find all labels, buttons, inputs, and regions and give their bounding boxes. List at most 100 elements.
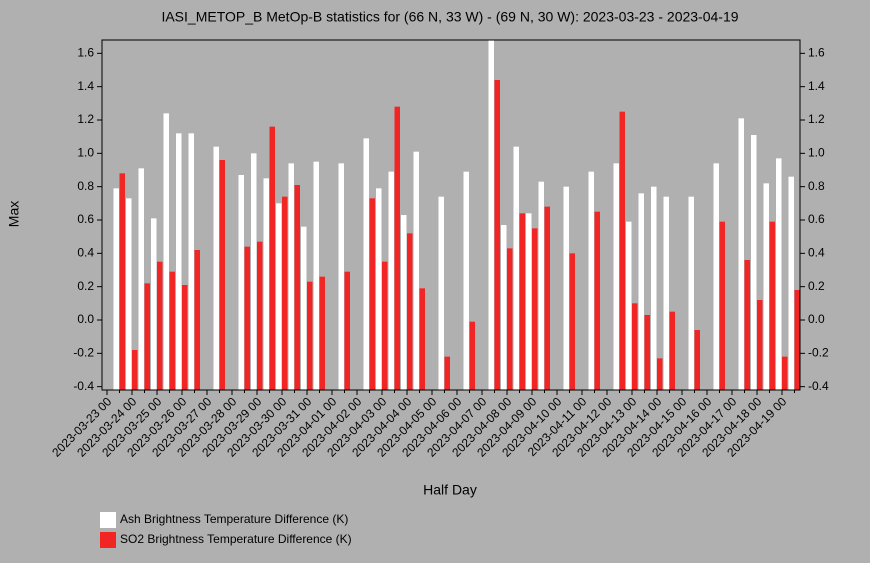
bar: [276, 203, 282, 390]
bar: [651, 186, 657, 390]
bar: [132, 350, 138, 390]
bar: [526, 213, 532, 390]
bar: [782, 356, 788, 390]
bar: [694, 330, 700, 390]
bar: [757, 300, 763, 390]
bar: [751, 135, 757, 390]
bar: [538, 181, 544, 390]
bar: [238, 175, 244, 390]
bar: [613, 163, 619, 390]
y-tick-label: 1.0: [77, 146, 94, 160]
bar: [251, 153, 257, 390]
y-tick-label: 0.2: [808, 279, 825, 293]
bar: [501, 225, 507, 390]
chart-title: IASI_METOP_B MetOp-B statistics for (66 …: [161, 9, 738, 25]
bar: [119, 173, 125, 390]
bar: [563, 186, 569, 390]
bar: [176, 133, 182, 391]
bar: [444, 356, 450, 390]
bar: [182, 285, 188, 390]
y-tick-label: 1.4: [808, 79, 825, 93]
bar: [519, 213, 525, 390]
y-tick-label: 1.6: [808, 46, 825, 60]
bar: [301, 226, 307, 390]
bar: [394, 106, 400, 391]
bar: [307, 281, 313, 390]
bar: [669, 311, 675, 390]
bar: [269, 126, 275, 391]
y-tick-label: 1.0: [808, 146, 825, 160]
y-axis-label: Max: [6, 201, 22, 227]
bar: [188, 133, 194, 391]
bar: [588, 171, 594, 390]
y-tick-label: 1.6: [77, 46, 94, 60]
y-tick-label: 1.2: [77, 112, 94, 126]
y-tick-label: -0.2: [808, 346, 829, 360]
y-tick-label: 0.2: [77, 279, 94, 293]
bar: [126, 198, 132, 390]
bar: [407, 233, 413, 390]
y-tick-label: 1.2: [808, 112, 825, 126]
bar: [619, 111, 625, 391]
bar: [569, 253, 575, 390]
y-tick-label: 0.8: [808, 179, 825, 193]
bar: [513, 146, 519, 390]
bar: [169, 271, 175, 390]
bar: [194, 250, 200, 390]
bar: [638, 193, 644, 390]
bar: [219, 160, 225, 390]
y-tick-label: -0.4: [808, 379, 829, 393]
bar: [369, 198, 375, 390]
bar: [769, 221, 775, 390]
bar: [626, 221, 632, 390]
y-tick-label: 1.4: [77, 79, 94, 93]
bar: [388, 171, 394, 390]
bar: [244, 246, 250, 390]
bar: [382, 261, 388, 390]
bar: [294, 185, 300, 390]
bar: [688, 196, 694, 390]
bar: [744, 260, 750, 390]
y-tick-label: 0.8: [77, 179, 94, 193]
bar: [657, 358, 663, 390]
bar: [713, 163, 719, 390]
bar: [151, 218, 157, 390]
y-tick-label: 0.0: [808, 312, 825, 326]
bar: [419, 288, 425, 390]
bar: [257, 241, 263, 390]
bar: [376, 188, 382, 390]
y-tick-label: 0.0: [77, 312, 94, 326]
y-tick-label: 0.4: [808, 246, 825, 260]
legend-swatch: [100, 512, 116, 528]
bar: [719, 221, 725, 390]
legend-label: Ash Brightness Temperature Difference (K…: [120, 512, 348, 526]
legend-swatch: [100, 532, 116, 548]
bar: [469, 321, 475, 390]
bar: [532, 228, 538, 390]
bar: [319, 276, 325, 390]
bar: [788, 176, 794, 390]
bar: [663, 196, 669, 390]
bar: [738, 118, 744, 390]
y-tick-label: -0.2: [73, 346, 94, 360]
bar: [413, 151, 419, 390]
bar: [763, 183, 769, 390]
bar: [632, 303, 638, 390]
bar: [313, 161, 319, 390]
bar: [401, 215, 407, 390]
bar: [138, 168, 144, 390]
bar: [363, 138, 369, 390]
bar: [438, 196, 444, 390]
y-tick-label: -0.4: [73, 379, 94, 393]
bar: [344, 271, 350, 390]
bar: [282, 196, 288, 390]
bar: [288, 163, 294, 390]
bar: [644, 315, 650, 390]
bar: [794, 290, 800, 390]
bar: [338, 163, 344, 390]
bar: [544, 206, 550, 390]
bar: [507, 248, 513, 390]
bar: [776, 158, 782, 390]
y-tick-label: 0.6: [808, 212, 825, 226]
bar: [163, 113, 169, 390]
